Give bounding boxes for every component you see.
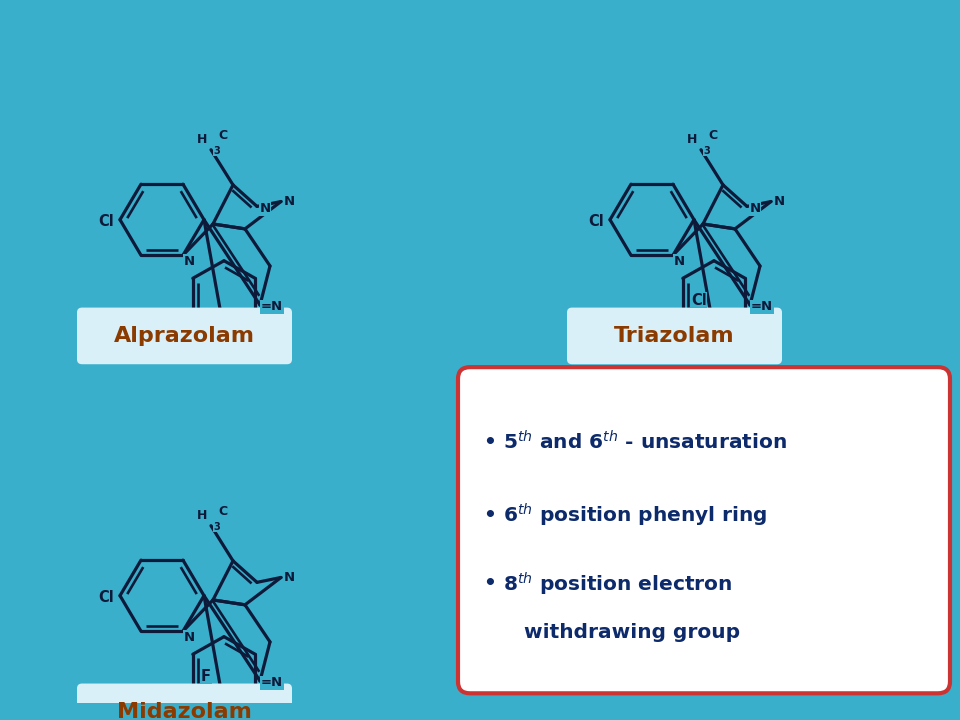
Text: 3: 3: [213, 146, 220, 156]
Text: Midazolam: Midazolam: [116, 702, 252, 720]
Text: •: •: [483, 433, 496, 452]
Text: N: N: [283, 195, 295, 208]
Text: N: N: [774, 195, 784, 208]
FancyBboxPatch shape: [77, 683, 292, 720]
Text: C: C: [218, 505, 228, 518]
Text: H: H: [197, 133, 207, 146]
Text: •: •: [483, 575, 496, 593]
Text: Cl: Cl: [98, 214, 114, 229]
Text: Cl: Cl: [588, 214, 604, 229]
FancyBboxPatch shape: [458, 367, 950, 693]
Text: Cl: Cl: [98, 590, 114, 605]
Text: N: N: [183, 631, 195, 644]
Text: 3: 3: [213, 522, 220, 532]
Text: C: C: [708, 129, 717, 142]
Text: =N: =N: [261, 300, 283, 313]
FancyBboxPatch shape: [567, 307, 782, 364]
Text: N: N: [183, 255, 195, 268]
Text: Triazolam: Triazolam: [613, 326, 734, 346]
Text: withdrawing group: withdrawing group: [503, 624, 740, 642]
Text: H: H: [686, 133, 697, 146]
Text: Cl: Cl: [691, 292, 707, 307]
Text: 8$^{th}$ position electron: 8$^{th}$ position electron: [503, 570, 732, 598]
Text: 5$^{th}$ and 6$^{th}$ - unsaturation: 5$^{th}$ and 6$^{th}$ - unsaturation: [503, 431, 787, 454]
FancyBboxPatch shape: [77, 307, 292, 364]
Text: N: N: [283, 571, 295, 584]
Text: N: N: [750, 202, 760, 215]
Text: 3: 3: [703, 146, 709, 156]
Text: •: •: [483, 506, 496, 525]
Text: N: N: [259, 202, 271, 215]
Text: H: H: [197, 509, 207, 522]
Text: N: N: [673, 255, 684, 268]
Text: F: F: [201, 669, 211, 683]
Text: Alprazolam: Alprazolam: [113, 326, 254, 346]
Text: C: C: [218, 129, 228, 142]
Text: =N: =N: [261, 676, 283, 690]
Text: =N: =N: [751, 300, 773, 313]
Text: 6$^{th}$ position phenyl ring: 6$^{th}$ position phenyl ring: [503, 502, 767, 529]
